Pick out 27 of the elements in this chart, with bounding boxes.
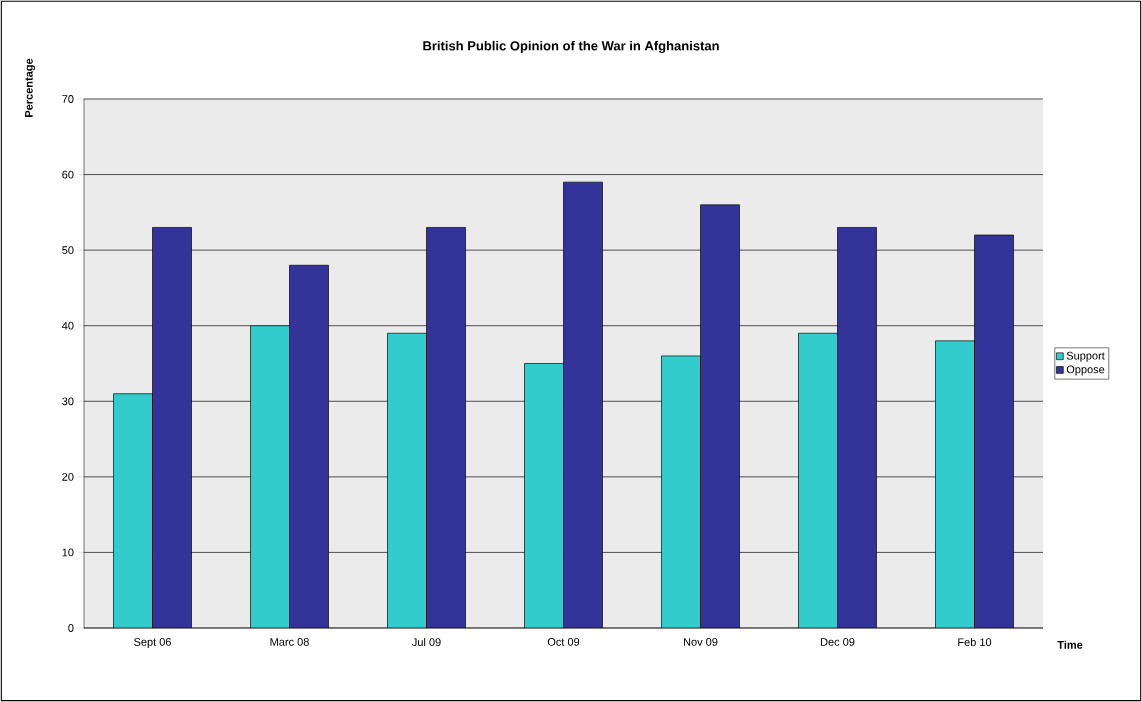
bar <box>700 204 740 628</box>
x-tick-label: Oct 09 <box>547 638 580 646</box>
x-tick-label: Marc 08 <box>270 638 309 646</box>
bar <box>837 227 877 628</box>
y-axis-title: Percentage <box>25 58 35 117</box>
x-tick-label: Nov 09 <box>683 638 718 646</box>
legend-label: Oppose <box>1066 365 1105 376</box>
bar <box>563 181 603 628</box>
y-tick-label: 30 <box>62 397 74 406</box>
x-tick-label: Dec 09 <box>820 638 855 646</box>
y-tick-label: 60 <box>62 170 74 179</box>
x-tick-label: Feb 10 <box>958 638 992 647</box>
legend-label: Support <box>1066 351 1105 362</box>
bar <box>974 234 1014 628</box>
bar <box>289 264 329 628</box>
x-tick-label: Sept 06 <box>134 638 171 648</box>
y-tick-label: 50 <box>62 246 74 255</box>
x-tick-label: Jul 09 <box>412 638 441 647</box>
y-tick-label: 40 <box>61 321 74 330</box>
y-tick-label: 10 <box>62 548 74 557</box>
y-tick-label: 70 <box>62 95 74 103</box>
y-tick-label: 0 <box>68 624 74 632</box>
y-tick-label: 20 <box>62 472 74 481</box>
chart-title: British Public Opinion of the War in Afghanistan <box>423 40 719 54</box>
x-axis-title: Time <box>1057 640 1083 649</box>
bar <box>152 227 192 628</box>
bar <box>426 227 466 628</box>
